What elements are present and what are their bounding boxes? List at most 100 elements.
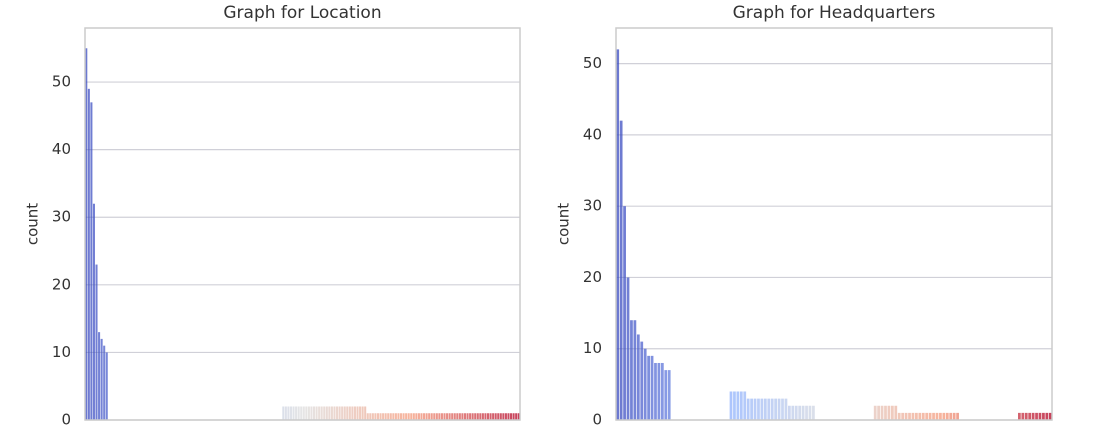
y-tick-label: 40 <box>583 125 602 143</box>
bar <box>908 412 911 420</box>
bar <box>318 406 321 420</box>
bar <box>877 405 881 420</box>
y-tick-label: 10 <box>583 339 602 357</box>
bar <box>420 413 423 420</box>
bar <box>781 398 784 420</box>
bar <box>952 412 956 420</box>
bar <box>657 362 661 420</box>
bar <box>667 370 671 420</box>
bar <box>812 405 815 420</box>
y-tick-label: 30 <box>583 197 602 215</box>
bar <box>643 348 647 420</box>
bar <box>801 405 805 420</box>
bar <box>443 413 446 420</box>
bar <box>295 406 298 420</box>
bar <box>456 413 459 420</box>
bar <box>932 412 935 420</box>
y-tick-label: 0 <box>61 411 71 429</box>
bar <box>1024 412 1028 420</box>
bar <box>494 413 497 420</box>
bar <box>1021 412 1025 420</box>
bar <box>504 413 507 420</box>
bar <box>389 413 392 420</box>
bar <box>407 413 410 420</box>
bar <box>510 413 513 420</box>
bar <box>777 398 781 420</box>
bar <box>415 413 418 420</box>
bar <box>1031 412 1035 420</box>
bar <box>1018 412 1021 420</box>
bar <box>479 413 482 420</box>
bar <box>784 398 788 420</box>
y-tick-label: 40 <box>52 140 71 158</box>
bar <box>942 412 946 420</box>
chart-title: Graph for Headquarters <box>733 3 936 23</box>
bar <box>289 406 293 420</box>
bar <box>733 391 736 420</box>
bar <box>630 320 633 420</box>
bar <box>338 406 341 420</box>
bar <box>325 406 328 420</box>
bar <box>623 206 626 420</box>
chart-title: Graph for Location <box>223 3 381 23</box>
bar <box>616 49 620 421</box>
bar <box>402 413 405 420</box>
bar <box>939 412 942 420</box>
bar <box>474 413 477 420</box>
bar <box>366 413 369 420</box>
bar <box>374 413 377 420</box>
bar <box>412 413 415 420</box>
bar <box>292 406 295 420</box>
y-tick-label: 50 <box>583 54 602 72</box>
bar <box>956 412 959 420</box>
bar <box>320 406 323 420</box>
bar <box>774 398 778 420</box>
bar <box>808 405 812 420</box>
bar <box>369 413 372 420</box>
bar <box>497 413 500 420</box>
bar <box>746 398 750 420</box>
bar <box>619 120 623 421</box>
bar <box>935 412 939 420</box>
bar <box>361 406 364 420</box>
bar <box>351 406 354 420</box>
bar <box>446 413 449 420</box>
y-tick-label: 50 <box>52 73 71 91</box>
bar <box>392 413 395 420</box>
bar <box>387 413 390 420</box>
bar <box>640 341 644 420</box>
bar <box>430 413 433 420</box>
bar <box>890 405 894 420</box>
bar <box>315 406 318 420</box>
bar <box>1048 412 1052 420</box>
bar <box>791 405 795 420</box>
bar <box>284 406 287 420</box>
bar <box>364 406 367 420</box>
bar <box>484 413 487 420</box>
bar <box>451 413 454 420</box>
axes-frame <box>615 27 1053 421</box>
bar <box>763 398 767 420</box>
bar <box>753 398 757 420</box>
bar <box>310 406 313 420</box>
bar <box>371 413 374 420</box>
bar <box>757 398 760 420</box>
bar <box>433 413 436 420</box>
bar <box>384 413 387 420</box>
bar <box>458 413 461 420</box>
bar <box>660 362 664 420</box>
bar <box>341 406 344 420</box>
bar <box>297 406 300 420</box>
bar <box>894 405 898 420</box>
bar <box>438 413 441 420</box>
y-tick-label: 10 <box>52 343 71 361</box>
bar <box>348 406 351 420</box>
bar <box>353 406 356 420</box>
bar <box>471 413 474 420</box>
bar <box>499 413 502 420</box>
bar <box>760 398 764 420</box>
bar <box>92 203 95 420</box>
bar <box>105 352 108 420</box>
y-tick-label: 30 <box>52 208 71 226</box>
